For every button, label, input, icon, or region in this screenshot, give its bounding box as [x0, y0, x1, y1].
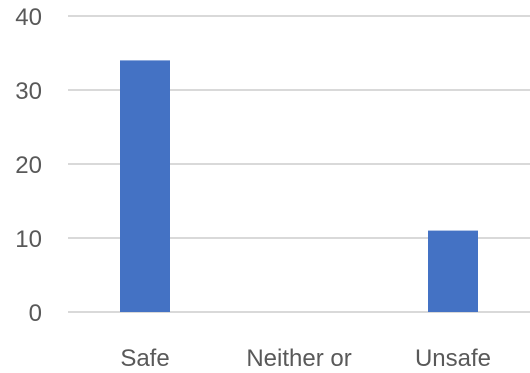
x-tick-label: Neither or [246, 345, 351, 372]
bar-safe [120, 60, 170, 313]
y-tick-label: 40 [15, 4, 42, 31]
y-tick-label: 10 [15, 226, 42, 253]
y-tick-label: 0 [29, 300, 42, 327]
y-tick-label: 20 [15, 152, 42, 179]
bar-unsafe [428, 230, 478, 312]
y-tick-label: 30 [15, 78, 42, 105]
x-tick-label: Unsafe [415, 345, 491, 372]
x-axis-ticks: Safe Neither or Unsafe [120, 345, 491, 372]
y-axis-ticks: 0 10 20 30 40 [15, 4, 42, 327]
x-tick-label: Safe [120, 345, 169, 372]
bars [120, 60, 478, 313]
